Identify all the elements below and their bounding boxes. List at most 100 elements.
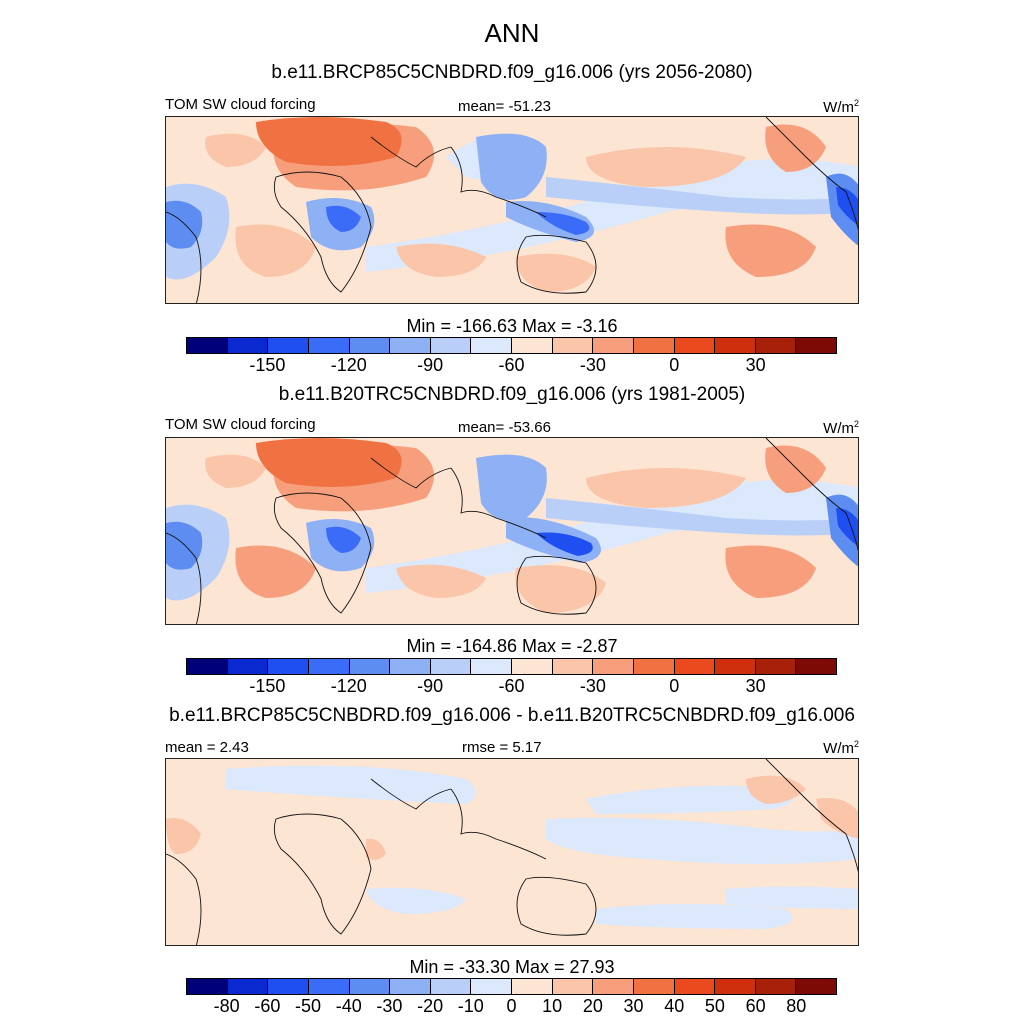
panel-2-minmax: Min = -164.86 Max = -2.87	[406, 636, 618, 656]
panel-2-colorbar-ticks: -150 -120 -90 -60 -30 0 30	[186, 676, 837, 698]
colorbar-tick-label: 20	[582, 996, 603, 1016]
colorbar-swatch	[268, 979, 309, 994]
panel-3-minmax: Min = -33.30 Max = 27.93	[409, 957, 615, 977]
colorbar-tick-label: -120	[330, 676, 367, 696]
panel-1-units: W/m2	[823, 98, 859, 116]
colorbar-tick-label: 30	[745, 355, 766, 375]
colorbar-swatch	[715, 979, 756, 994]
colorbar-swatch	[471, 659, 512, 674]
colorbar-tick-label: -30	[579, 676, 606, 696]
colorbar-swatch	[796, 659, 836, 674]
colorbar-swatch	[755, 979, 797, 994]
colorbar-tick-label: 60	[745, 996, 766, 1016]
colorbar-tick-label: 40	[664, 996, 685, 1016]
colorbar-swatch	[674, 979, 716, 994]
panel-1-variable-label: TOM SW cloud forcing	[165, 96, 316, 113]
colorbar-swatch	[268, 338, 309, 353]
colorbar-tick-label: 10	[542, 996, 563, 1016]
colorbar-swatch	[227, 659, 269, 674]
colorbar-tick-label: 50	[704, 996, 725, 1016]
colorbar-tick-label: 30	[623, 996, 644, 1016]
colorbar-tick-label: 30	[745, 676, 766, 696]
colorbar-tick-label: -60	[498, 676, 525, 696]
colorbar-tick-label: -90	[417, 676, 444, 696]
colorbar-swatch	[471, 979, 512, 994]
figure-title: ANN	[484, 18, 540, 48]
colorbar-swatch	[796, 979, 836, 994]
colorbar-tick-label: -120	[330, 355, 367, 375]
colorbar-swatch	[390, 979, 431, 994]
panel-1-colorbar	[186, 337, 837, 354]
panel-2-mean-label: mean= -53.66	[458, 419, 551, 436]
colorbar-swatch	[349, 338, 391, 353]
panel-2-title: b.e11.B20TRC5CNBDRD.f09_g16.006 (yrs 198…	[278, 384, 746, 405]
panel-3-mean-label: mean = 2.43	[165, 739, 249, 756]
colorbar-tick-label: 0	[669, 355, 680, 375]
panel-3-units: W/m2	[823, 739, 859, 757]
colorbar-tick-label: -50	[295, 996, 322, 1016]
colorbar-swatch	[674, 338, 716, 353]
colorbar-tick-label: -10	[457, 996, 484, 1016]
colorbar-swatch	[512, 659, 553, 674]
colorbar-swatch	[390, 659, 431, 674]
colorbar-tick-label: -150	[249, 355, 286, 375]
colorbar-swatch	[308, 979, 350, 994]
colorbar-swatch	[715, 338, 756, 353]
colorbar-swatch	[308, 338, 350, 353]
colorbar-swatch	[227, 979, 269, 994]
colorbar-swatch	[633, 979, 675, 994]
colorbar-swatch	[471, 338, 512, 353]
panel-1-mean-label: mean= -51.23	[458, 98, 551, 115]
colorbar-swatch	[593, 338, 634, 353]
colorbar-swatch	[349, 979, 391, 994]
colorbar-tick-label: -60	[254, 996, 281, 1016]
panel-1-title: b.e11.BRCP85C5CNBDRD.f09_g16.006 (yrs 20…	[271, 62, 753, 83]
colorbar-swatch	[512, 979, 553, 994]
colorbar-swatch	[390, 338, 431, 353]
colorbar-tick-label: -40	[335, 996, 362, 1016]
colorbar-tick-label: -90	[417, 355, 444, 375]
colorbar-swatch	[430, 659, 472, 674]
colorbar-swatch	[187, 659, 228, 674]
colorbar-tick-label: 0	[669, 676, 680, 696]
colorbar-swatch	[349, 659, 391, 674]
colorbar-swatch	[308, 659, 350, 674]
colorbar-swatch	[268, 659, 309, 674]
colorbar-swatch	[715, 659, 756, 674]
panel-2-units: W/m2	[823, 419, 859, 437]
colorbar-swatch	[593, 659, 634, 674]
colorbar-tick-label: -150	[249, 676, 286, 696]
colorbar-swatch	[796, 338, 836, 353]
panel-1-map	[165, 116, 859, 304]
colorbar-swatch	[552, 659, 594, 674]
colorbar-tick-label: -80	[213, 996, 240, 1016]
colorbar-swatch	[593, 979, 634, 994]
panel-1-minmax: Min = -166.63 Max = -3.16	[406, 316, 618, 336]
panel-2-colorbar	[186, 658, 837, 675]
panel-3-rmse-label: rmse = 5.17	[462, 739, 542, 756]
colorbar-swatch	[755, 338, 797, 353]
colorbar-tick-label: 80	[786, 996, 807, 1016]
colorbar-tick-label: -30	[579, 355, 606, 375]
colorbar-swatch	[430, 979, 472, 994]
colorbar-tick-label: 0	[506, 996, 517, 1016]
panel-3-map	[165, 758, 859, 946]
colorbar-swatch	[187, 979, 228, 994]
colorbar-tick-label: -20	[417, 996, 444, 1016]
panel-2-variable-label: TOM SW cloud forcing	[165, 416, 316, 433]
colorbar-swatch	[552, 979, 594, 994]
colorbar-swatch	[674, 659, 716, 674]
panel-3-colorbar-ticks: -80 -60 -50 -40 -30 -20 -10 0 10 20 30 40 50 60 80	[186, 996, 837, 1018]
colorbar-swatch	[633, 338, 675, 353]
panel-2-map	[165, 437, 859, 625]
panel-1-colorbar-ticks: -150 -120 -90 -60 -30 0 30	[186, 355, 837, 377]
colorbar-swatch	[187, 338, 228, 353]
colorbar-swatch	[227, 338, 269, 353]
colorbar-swatch	[512, 338, 553, 353]
panel-3-title: b.e11.BRCP85C5CNBDRD.f09_g16.006 - b.e11…	[169, 705, 855, 726]
colorbar-swatch	[430, 338, 472, 353]
colorbar-tick-label: -30	[376, 996, 403, 1016]
panel-3-colorbar	[186, 978, 837, 995]
colorbar-swatch	[755, 659, 797, 674]
colorbar-swatch	[633, 659, 675, 674]
